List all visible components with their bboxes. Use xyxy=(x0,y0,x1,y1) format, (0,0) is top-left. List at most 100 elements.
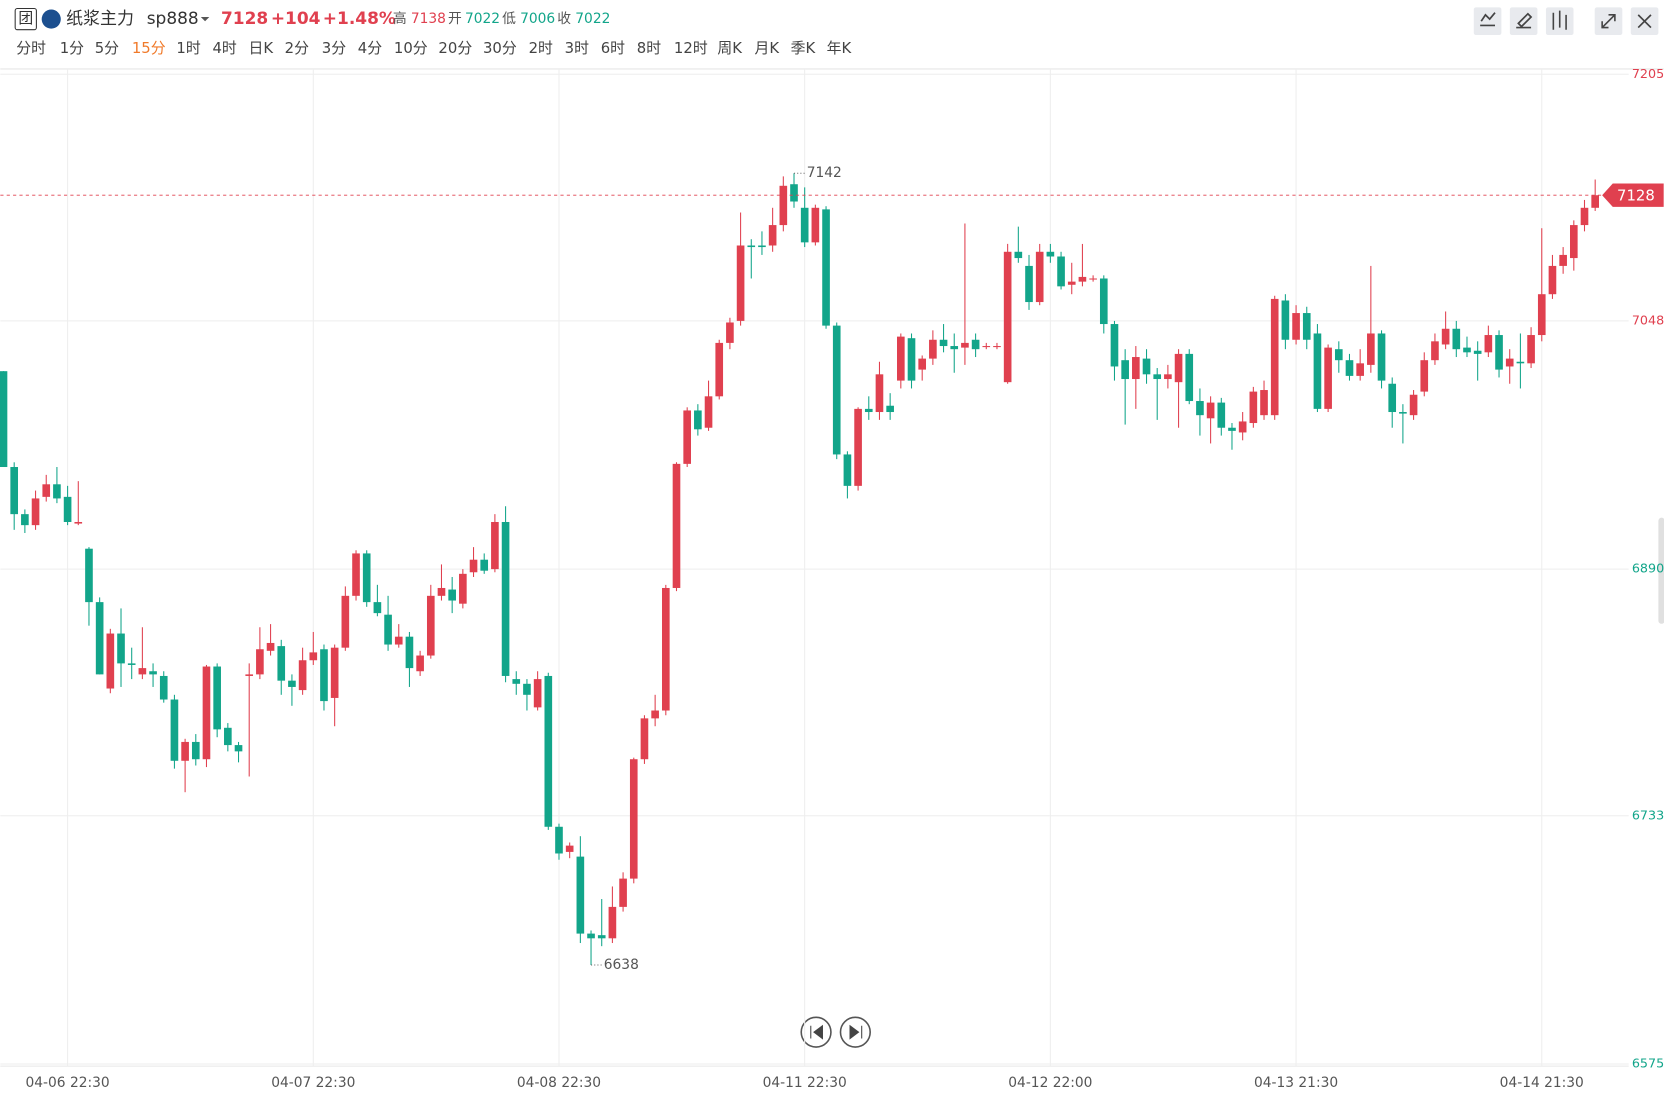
candle-body xyxy=(181,741,189,761)
candle-body xyxy=(330,647,339,698)
candle-body xyxy=(277,646,286,681)
candle-body xyxy=(1441,328,1450,345)
candle-body xyxy=(298,660,307,691)
symbol-icon xyxy=(41,9,61,29)
period-tab[interactable]: 3时 xyxy=(565,39,589,57)
candle-body xyxy=(42,484,51,497)
candle-body xyxy=(715,342,724,397)
period-tab[interactable]: 季K xyxy=(791,39,817,57)
candle-body xyxy=(1409,394,1418,416)
period-tab[interactable]: 4分 xyxy=(358,39,382,57)
period-tab[interactable]: 日K xyxy=(249,39,275,57)
candle-body xyxy=(1078,276,1087,282)
candle-body xyxy=(1591,195,1599,208)
navigation xyxy=(800,1016,871,1048)
period-tab[interactable]: 2分 xyxy=(285,39,309,57)
candle-body xyxy=(1580,207,1589,226)
candle-body xyxy=(1014,251,1023,259)
candle-body xyxy=(1217,402,1226,428)
period-tab[interactable]: 12时 xyxy=(674,39,708,57)
candle-body xyxy=(352,553,360,596)
side-handle[interactable] xyxy=(1658,517,1664,624)
period-tab[interactable]: 3分 xyxy=(322,39,346,57)
candle-body xyxy=(53,484,61,499)
period-tab[interactable]: 5分 xyxy=(95,39,119,57)
candle-body xyxy=(608,906,617,939)
tool-icon xyxy=(1552,10,1567,30)
period-tab[interactable]: 1时 xyxy=(176,39,200,57)
period-tab[interactable]: 2时 xyxy=(529,39,553,57)
candle-body xyxy=(512,679,521,684)
tool-icon xyxy=(1601,14,1616,29)
period-tab[interactable]: 15分 xyxy=(132,39,166,57)
candle-body xyxy=(0,371,8,468)
candle-body xyxy=(234,745,243,752)
period-tab[interactable]: 10分 xyxy=(394,39,428,57)
candle-body xyxy=(1196,401,1204,416)
x-tick-label: 04-11 22:30 xyxy=(763,1075,847,1091)
candle-body xyxy=(426,595,435,656)
candle-body xyxy=(437,587,446,596)
candle-body xyxy=(448,589,456,601)
candle-body xyxy=(736,245,745,321)
candle-body xyxy=(384,614,392,645)
period-tab[interactable]: 8时 xyxy=(637,39,661,57)
low-value: 7006 xyxy=(520,11,555,27)
candle-body xyxy=(1003,251,1012,383)
candle-body xyxy=(1238,421,1247,433)
candle-body xyxy=(1452,328,1461,350)
candle-body xyxy=(800,207,809,243)
candle-body xyxy=(1132,357,1140,380)
symbol-code[interactable]: sp888 xyxy=(147,9,199,29)
candle-body xyxy=(191,741,200,760)
period-tab[interactable]: 周K xyxy=(717,39,743,57)
period-tab[interactable]: 20分 xyxy=(438,39,472,57)
candle-body xyxy=(1495,335,1503,370)
candle-body xyxy=(747,245,756,248)
candle-body xyxy=(651,710,659,719)
candle-body xyxy=(127,663,136,665)
candle-body xyxy=(1431,341,1439,361)
candle-body xyxy=(1345,360,1354,376)
close-value: 7022 xyxy=(575,11,610,27)
candle-body xyxy=(854,408,862,486)
candle-body xyxy=(832,325,841,455)
dropdown-arrow[interactable] xyxy=(200,16,210,22)
candle-body xyxy=(1110,324,1119,367)
candle-body xyxy=(117,633,125,664)
period-tab[interactable]: 年K xyxy=(827,39,853,57)
candle-body xyxy=(394,636,403,645)
candle-body xyxy=(1281,300,1290,340)
candle-body xyxy=(683,410,691,464)
candle-body xyxy=(1025,265,1033,303)
candle-body xyxy=(1174,353,1183,383)
close-label: 收 xyxy=(557,11,571,27)
candle-body xyxy=(202,666,211,760)
candle-body xyxy=(1067,281,1076,285)
period-tab[interactable]: 4时 xyxy=(212,39,236,57)
candle-body xyxy=(897,336,905,381)
tool-button[interactable] xyxy=(1509,7,1538,36)
period-tab[interactable]: 30分 xyxy=(483,39,517,57)
candle-body xyxy=(1356,363,1364,376)
logo-glyph: 团 xyxy=(18,9,33,27)
candle-body xyxy=(971,339,980,350)
period-tab[interactable]: 1分 xyxy=(60,39,84,57)
candle-body xyxy=(1270,298,1279,416)
candle-body xyxy=(416,655,424,672)
last-price-text: 7128 xyxy=(1617,186,1655,204)
candle-body xyxy=(1569,225,1578,259)
nav-next-icon xyxy=(849,1024,863,1040)
period-tab[interactable]: 月K xyxy=(755,39,781,57)
period-tab[interactable]: 6时 xyxy=(601,39,625,57)
candle-body xyxy=(864,408,873,413)
period-tab[interactable]: 分时 xyxy=(16,39,46,57)
candle-body xyxy=(640,718,649,760)
tool-button[interactable] xyxy=(1473,7,1502,36)
symbol-name[interactable]: 纸浆主力 xyxy=(66,9,134,29)
candle-body xyxy=(170,699,179,761)
candle-body xyxy=(768,225,777,246)
open-value: 7022 xyxy=(465,11,500,27)
candle-body xyxy=(213,666,221,730)
